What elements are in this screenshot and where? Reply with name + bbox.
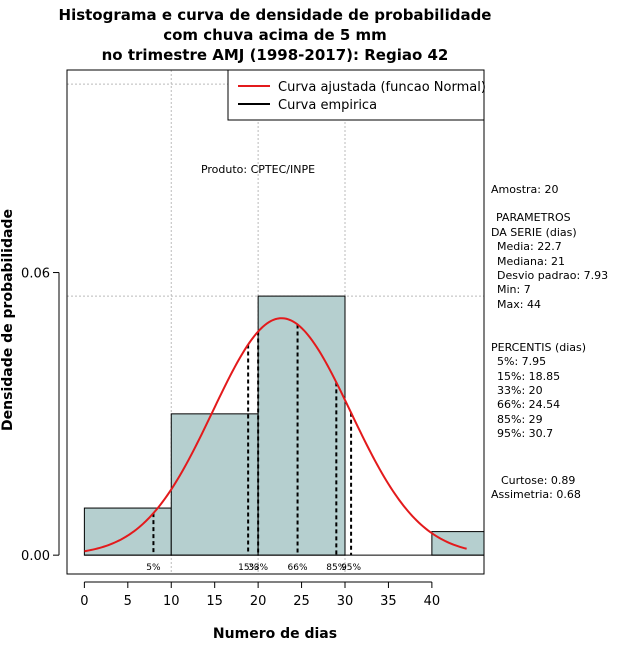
legend-label-empirical: Curva empirica [278,98,377,113]
stat-max: Max: 44 [497,298,541,311]
stat-p15: 15%: 18.85 [497,370,560,383]
chart-title-line-2: com chuva acima de 5 mm [163,26,387,44]
stat-p85: 85%: 29 [497,413,543,426]
stat-mediana: Mediana: 21 [497,255,565,268]
stat-amostra: Amostra: 20 [491,183,558,196]
axis-layer: 0 5 10 15 20 25 30 35 40 0.00 0.06 [21,267,440,609]
percentile-label: 95% [341,563,361,573]
stat-p33: 33%: 20 [497,384,543,397]
percentile-label: 33% [248,563,268,573]
stat-p5: 5%: 7.95 [497,355,546,368]
param-header-2: DA SERIE (dias) [491,226,577,239]
x-tick-label: 0 [80,594,88,609]
x-tick-label: 20 [250,594,267,609]
stat-p95: 95%: 30.7 [497,427,553,440]
perc-header: PERCENTIS (dias) [491,341,586,354]
stat-media: Media: 22.7 [497,240,562,253]
curve-layer [84,317,467,553]
percentile-label: 5% [146,563,161,573]
percentile-lines-layer: 5% 15%33% 66% 85%95% [146,324,362,573]
stat-desvio: Desvio padrao: 7.93 [497,269,608,282]
param-header-1: PARAMETROS [496,211,571,224]
chart-title-line-1: Histograma e curva de densidade de proba… [59,6,492,24]
x-tick-label: 25 [293,594,310,609]
percentile-label: 85% [326,563,346,573]
x-tick-label: 30 [337,594,354,609]
histogram-bar [257,295,346,556]
y-axis-label: Densidade de probabilidade [0,209,16,431]
stat-assimetria: Assimetria: 0.68 [491,488,581,501]
x-tick-label: 35 [380,594,397,609]
y-tick-label: 0.06 [21,267,50,282]
normal-curve [84,317,467,553]
y-tick-label: 0.00 [21,549,50,564]
legend: Curva ajustada (funcao Normal) Curva emp… [227,69,486,121]
stat-curtose: Curtose: 0.89 [501,474,575,487]
stat-p66: 66%: 24.54 [497,398,560,411]
x-axis-label: Numero de dias [213,626,337,642]
legend-label-normal: Curva ajustada (funcao Normal) [278,80,486,95]
bars-layer [83,295,485,556]
x-tick-label: 15 [206,594,223,609]
x-tick-label: 40 [424,594,441,609]
histogram-bar [431,531,485,556]
side-panel: Amostra: 20 PARAMETROS DA SERIE (dias) M… [491,183,608,501]
x-tick-label: 10 [163,594,180,609]
legend-box [227,69,485,121]
percentile-label: 15% [238,563,258,573]
x-tick-label: 5 [124,594,132,609]
histogram-bar [170,413,259,556]
chart-title-line-3: no trimestre AMJ (1998-2017): Regiao 42 [102,46,449,64]
percentile-label: 66% [288,563,308,573]
product-annotation: Produto: CPTEC/INPE [201,163,315,176]
stat-min: Min: 7 [497,283,531,296]
